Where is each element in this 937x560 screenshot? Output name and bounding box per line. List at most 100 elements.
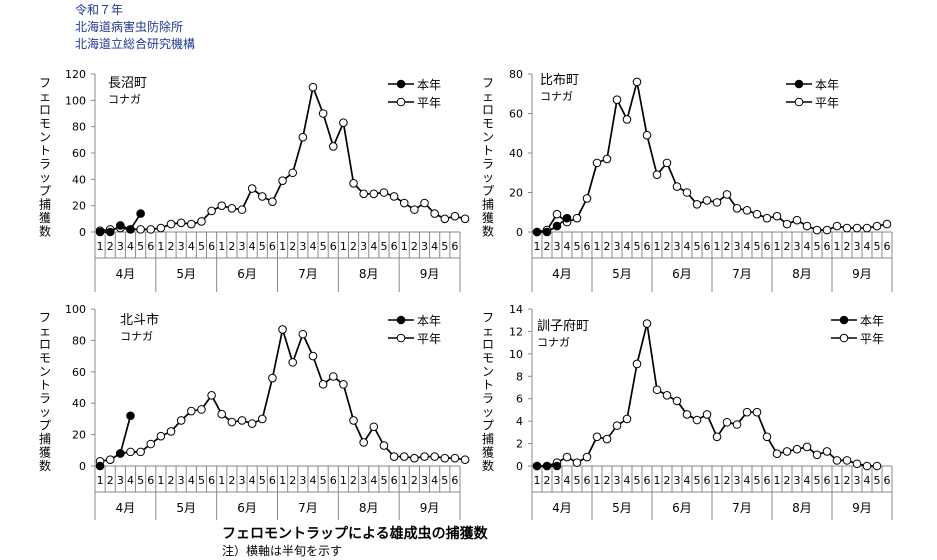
chart-4-pentad-label: 1 — [714, 474, 721, 487]
header-org-1: 北海道病害虫防除所 — [75, 20, 184, 34]
chart-1-pentad-label: 6 — [451, 240, 458, 253]
chart-3-pentad-label: 2 — [107, 474, 114, 487]
chart-4-pentad-label: 5 — [814, 474, 821, 487]
chart-2-data-point-normal — [812, 225, 822, 235]
chart-1-data-point-this-year — [126, 225, 135, 234]
chart-3-data-point-normal — [369, 422, 379, 432]
chart-4-data-point-normal — [762, 432, 772, 442]
chart-4-series-line-normal — [537, 323, 877, 467]
chart-2-data-point-normal — [672, 182, 682, 191]
chart-4-data-point-normal — [682, 410, 692, 419]
chart-3-pentad-label: 3 — [117, 474, 124, 487]
chart-2-data-point-normal — [732, 204, 742, 213]
chart-3-pentad-label: 1 — [340, 474, 347, 487]
chart-1-data-point-this-year — [105, 227, 115, 237]
chart-1-data-point-normal — [430, 209, 439, 218]
chart-2-data-point-normal — [842, 223, 852, 233]
chart-4-data-point-normal — [802, 442, 812, 452]
chart-3-pentad-label: 6 — [451, 474, 458, 487]
chart-3-data-point-normal — [328, 372, 338, 381]
chart-3-pentad-label: 1 — [97, 474, 104, 487]
chart-3-pentad-label: 3 — [178, 474, 185, 487]
chart-4-month-label: 4月 — [552, 501, 572, 515]
chart-2-data-point-normal — [662, 158, 672, 168]
chart-3-pentad-label: 1 — [157, 474, 164, 487]
chart-2-data-point-this-year — [542, 227, 552, 237]
chart-4-data-point-normal — [622, 414, 632, 424]
chart-2-pentad-label: 5 — [754, 240, 761, 253]
chart-4-data-point-normal — [692, 415, 702, 425]
chart-1-data-point-normal — [460, 214, 470, 224]
chart-2-y-tick-label: 0 — [516, 226, 523, 239]
chart-3-pentad-label: 5 — [441, 474, 448, 487]
chart-4-data-point-normal — [782, 447, 792, 456]
chart-3-month-label: 7月 — [298, 501, 318, 515]
chart-1-location-label: 長沼町 — [108, 76, 147, 91]
chart-4-y-tick-label: 0 — [516, 460, 523, 473]
chart-4-y-axis-label: フェロモントラップ捕獲数 — [482, 310, 494, 473]
chart-1-pentad-label: 5 — [259, 240, 266, 253]
chart-2-data-point-this-year — [532, 227, 542, 237]
chart-2-data-point-normal — [762, 213, 772, 223]
chart-2-pentad-label: 3 — [614, 240, 621, 253]
chart-3-data-point-normal — [288, 358, 298, 367]
chart-2-month-label: 9月 — [852, 267, 872, 281]
chart-3-pentad-label: 4 — [370, 474, 377, 487]
chart-2-data-point-normal — [642, 130, 652, 140]
chart-1-data-point-normal — [257, 192, 267, 201]
chart-1-pentad-label: 4 — [370, 240, 377, 253]
chart-3-y-tick-label: 80 — [72, 334, 86, 347]
chart-3-data-point-normal — [126, 447, 135, 457]
chart-3-legend-label: 平年 — [417, 332, 441, 346]
chart-2-data-point-normal — [722, 190, 732, 199]
chart-3-pentad-label: 2 — [228, 474, 235, 487]
chart-2-data-point-normal — [822, 225, 832, 235]
chart-3-pentad-label: 6 — [208, 474, 215, 487]
chart-3-data-point-normal — [349, 416, 358, 425]
chart-2-pentad-label: 6 — [824, 240, 831, 253]
chart-1-pentad-label: 1 — [157, 240, 164, 253]
chart-3-data-point-normal — [227, 417, 237, 427]
chart-2-pentad-label: 5 — [874, 240, 881, 253]
chart-4-location-label: 訓子府町 — [537, 318, 589, 334]
chart-2-pentad-label: 2 — [784, 240, 791, 253]
chart-3-data-point-this-year — [95, 461, 105, 471]
chart-4-pentad-label: 5 — [874, 474, 881, 487]
chart-2-pentad-label: 4 — [564, 240, 571, 253]
chart-1-data-point-normal — [197, 217, 206, 226]
chart-2-pentad-label: 4 — [684, 240, 691, 253]
chart-2-data-point-normal — [652, 170, 662, 180]
chart-2-pentad-label: 3 — [734, 240, 741, 253]
chart-1-month-label: 9月 — [420, 267, 440, 281]
chart-3-pentad-label: 3 — [421, 474, 428, 487]
chart-2-y-tick-label: 20 — [509, 187, 523, 200]
chart-3-legend-marker — [396, 315, 406, 325]
chart-3-data-point-normal — [420, 452, 429, 461]
chart-2-data-point-normal — [552, 209, 562, 219]
chart-1-pentad-label: 2 — [350, 240, 357, 253]
chart-3-data-point-normal — [430, 452, 439, 461]
chart-3-pentad-label: 6 — [391, 474, 398, 487]
chart-4-data-point-this-year — [552, 461, 562, 471]
chart-4-data-point-normal — [712, 432, 722, 442]
chart-2-pentad-label: 6 — [884, 240, 891, 253]
chart-4-y-tick-label: 4 — [516, 415, 523, 428]
chart-3-pentad-label: 4 — [431, 474, 438, 487]
chart-4-pentad-label: 6 — [584, 474, 591, 487]
chart-4-pentad-label: 3 — [674, 474, 681, 487]
chart-4-legend-label: 平年 — [860, 332, 884, 346]
chart-2-legend-marker — [794, 79, 804, 89]
chart-2-pentad-label: 1 — [534, 240, 541, 253]
chart-2-pentad-label: 1 — [714, 240, 721, 253]
chart-3-pentad-label: 5 — [259, 474, 266, 487]
chart-4-y-tick-label: 10 — [509, 348, 523, 361]
chart-1-pentad-label: 6 — [147, 240, 154, 253]
chart-3-data-point-normal — [450, 453, 460, 463]
chart-1-month-label: 5月 — [176, 267, 196, 281]
chart-2-pentad-label: 6 — [704, 240, 711, 253]
chart-3-pentad-label: 4 — [309, 474, 316, 487]
chart-1-pentad-label: 3 — [117, 240, 124, 253]
chart-4-pentad-label: 1 — [834, 474, 841, 487]
chart-3-data-point-normal — [440, 453, 450, 463]
chart-3-data-point-normal — [247, 419, 257, 428]
